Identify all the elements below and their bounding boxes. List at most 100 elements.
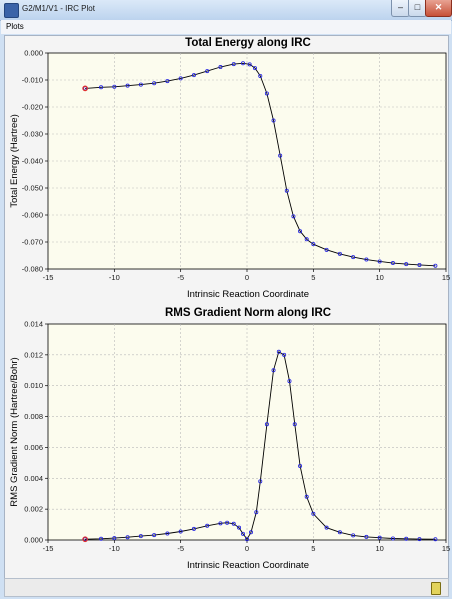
data-point: [178, 76, 183, 81]
x-tick-label: 5: [311, 544, 315, 553]
data-point: [337, 251, 342, 256]
start-point-marker: [82, 85, 88, 92]
data-point: [377, 535, 382, 540]
document-icon[interactable]: [431, 582, 441, 595]
menu-bar: Plots: [1, 20, 451, 34]
x-tick-label: 10: [375, 273, 383, 282]
menu-item-plots[interactable]: Plots: [6, 22, 24, 31]
x-tick-label: -5: [177, 273, 184, 282]
x-tick-label: -10: [109, 273, 120, 282]
chart-1: -15 -10 -5 0 5 10 15 0.000 -0.010 -0.020 -0.030 -0.…: [9, 37, 450, 300]
data-point: [271, 368, 276, 373]
data-point: [125, 83, 130, 88]
data-point: [138, 534, 143, 539]
y-tick-label: 0.002: [24, 505, 43, 514]
y-tick-label: 0.006: [24, 443, 43, 452]
x-axis-title: Intrinsic Reaction Coordinate: [187, 289, 309, 300]
data-point: [237, 525, 242, 530]
data-point: [99, 85, 104, 90]
data-point: [165, 79, 170, 84]
data-point: [205, 69, 210, 74]
y-tick-label: -0.080: [22, 265, 43, 274]
data-point: [311, 511, 316, 516]
data-point: [298, 229, 303, 234]
series-line: [85, 351, 436, 541]
data-point: [218, 65, 223, 70]
start-point-marker: [82, 536, 88, 543]
data-point: [241, 531, 246, 536]
y-tick-label: 0.010: [24, 381, 43, 390]
data-point: [351, 255, 356, 260]
x-tick-label: -10: [109, 544, 120, 553]
data-point: [278, 153, 283, 158]
chart-title: Total Energy along IRC: [185, 37, 311, 49]
data-point: [247, 62, 252, 67]
data-point: [304, 237, 309, 242]
data-point: [99, 536, 104, 541]
data-point: [390, 261, 395, 266]
data-point: [364, 257, 369, 262]
y-tick-label: -0.040: [22, 157, 43, 166]
data-point: [433, 263, 438, 268]
data-point: [191, 526, 196, 531]
data-point: [205, 523, 210, 528]
data-point: [112, 536, 117, 541]
y-tick-label: 0.012: [24, 350, 43, 359]
data-point: [291, 214, 296, 219]
data-point: [351, 533, 356, 538]
y-tick-label: 0.014: [24, 320, 43, 329]
data-point: [364, 534, 369, 539]
x-tick-label: 15: [442, 544, 450, 553]
x-tick-label: 0: [245, 544, 249, 553]
data-point: [191, 73, 196, 78]
chart-2: -15 -10 -5 0 5 10 15 0.014 0.012 0.010 0.008 0.006 0…: [9, 307, 450, 571]
data-point: [390, 536, 395, 541]
data-point: [112, 84, 117, 89]
x-axis-title: Intrinsic Reaction Coordinate: [187, 560, 309, 571]
data-point: [417, 262, 422, 267]
app-icon: [4, 3, 19, 18]
series-line: [85, 62, 436, 267]
x-tick-label: -15: [43, 273, 54, 282]
data-point: [254, 510, 259, 515]
data-point: [244, 537, 249, 542]
data-point: [264, 91, 269, 96]
data-point: [252, 66, 257, 71]
x-tick-label: -5: [177, 544, 184, 553]
data-point: [225, 520, 230, 525]
y-tick-label: -0.030: [22, 130, 43, 139]
status-bar: [4, 578, 449, 597]
x-tick-label: -15: [43, 544, 54, 553]
data-point: [292, 422, 297, 427]
data-point: [165, 531, 170, 536]
data-point: [248, 530, 253, 535]
data-point: [324, 247, 329, 252]
window-title: G2/M1/V1 - IRC Plot: [22, 4, 95, 13]
data-point: [404, 536, 409, 541]
x-tick-label: 15: [442, 273, 450, 282]
data-point: [311, 242, 316, 247]
y-axis-title: RMS Gradient Norm (Hartree/Bohr): [9, 357, 20, 506]
data-point: [271, 118, 276, 123]
data-point: [377, 259, 382, 264]
data-point: [284, 188, 289, 193]
data-point: [152, 81, 157, 86]
y-tick-label: -0.010: [22, 76, 43, 85]
data-point: [231, 62, 236, 67]
y-tick-label: -0.060: [22, 211, 43, 220]
data-point: [178, 529, 183, 534]
y-tick-label: -0.020: [22, 103, 43, 112]
data-point: [304, 494, 309, 499]
x-tick-label: 0: [245, 273, 249, 282]
data-point: [337, 530, 342, 535]
data-point: [231, 521, 236, 526]
data-point: [258, 479, 263, 484]
x-tick-label: 5: [311, 273, 315, 282]
data-point: [218, 521, 223, 526]
y-axis-title: Total Energy (Hartree): [9, 114, 20, 207]
data-point: [404, 262, 409, 267]
x-tick-label: 10: [375, 544, 383, 553]
data-point: [282, 352, 287, 357]
y-tick-label: -0.070: [22, 238, 43, 247]
